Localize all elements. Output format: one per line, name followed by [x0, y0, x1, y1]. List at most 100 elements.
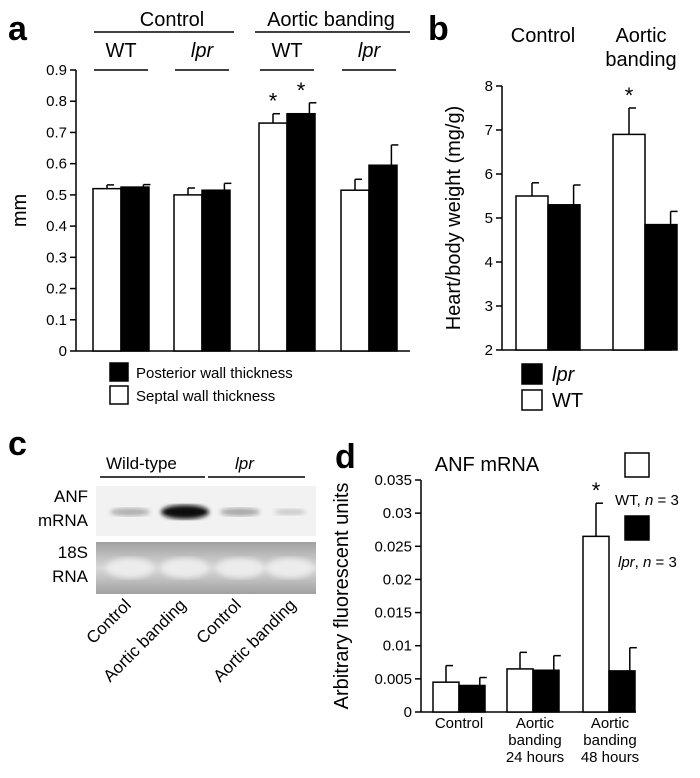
blot-18s-band-lane2	[161, 558, 209, 578]
y-tick-label: 0.9	[46, 62, 67, 79]
category-label: WT	[105, 40, 136, 62]
panel-letter-d: d	[335, 438, 356, 476]
y-axis-label: Heart/body weight (mg/g)	[443, 106, 465, 331]
y-axis-label: mm	[9, 194, 31, 227]
blot-row-label-rna: RNA	[52, 567, 89, 586]
blot-row-label-anf: ANF	[54, 487, 88, 506]
bar	[506, 668, 534, 713]
y-tick-label: 0.1	[46, 312, 67, 329]
legend-swatch-wt	[624, 452, 650, 478]
legend-swatch-lpr	[624, 515, 650, 541]
bar	[258, 122, 288, 352]
significance-marker: *	[625, 83, 634, 108]
significance-marker: *	[297, 78, 306, 103]
legend-swatch-septal	[109, 385, 129, 405]
y-tick-label: 0.5	[46, 187, 67, 204]
bar	[201, 189, 231, 352]
category-label-aortic-banding: Aortic	[615, 25, 666, 47]
y-tick-label: 3	[485, 298, 493, 315]
legend-swatch-lpr	[521, 363, 543, 385]
blot-18s-band-lane4	[266, 558, 314, 578]
y-axis-label: Arbitrary fluorescent units	[331, 483, 353, 710]
category-label: 48 hours	[581, 749, 639, 766]
category-label: banding	[583, 732, 636, 749]
bar	[432, 681, 460, 713]
legend-label-posterior: Posterior wall thickness	[136, 365, 293, 382]
y-tick-label: 7	[485, 122, 493, 139]
y-tick-label: 0.8	[46, 93, 67, 110]
bar	[547, 204, 581, 351]
blot-18s-band-lane1	[106, 558, 154, 578]
category-label: Aortic	[591, 715, 630, 732]
panel-letter-a: a	[8, 10, 28, 48]
y-tick-label: 6	[485, 166, 493, 183]
y-tick-label: 4	[485, 254, 493, 271]
bar	[644, 223, 678, 351]
category-label-control: Control	[511, 25, 575, 47]
significance-marker: *	[269, 89, 278, 114]
y-tick-label: 5	[485, 210, 493, 227]
blot-anf-band-lane4	[274, 509, 306, 515]
blot-anf-band-lane1	[110, 508, 150, 516]
blot-row-label-18s: 18S	[58, 543, 88, 562]
chart-panel-d: 0 0.005 0.01 0.015 0.02 0.025 0.03 0.035 Arbitra…	[331, 452, 679, 766]
y-tick-label: 0	[404, 704, 412, 721]
y-tick-label: 2	[485, 342, 493, 359]
y-tick-label: 0.6	[46, 156, 67, 173]
y-tick-label: 0.4	[46, 218, 67, 235]
bar	[120, 186, 150, 352]
y-tick-label: 8	[485, 78, 493, 95]
y-tick-label: 0.2	[46, 281, 67, 298]
category-label: 24 hours	[506, 749, 564, 766]
y-tick-label: 0.01	[383, 638, 412, 655]
blot-row-label-mrna: mRNA	[38, 511, 89, 530]
blot-panel-c: Wild-type lpr ANF mRNA 18S RNA Control A…	[38, 454, 316, 686]
category-label-aortic-banding-2: banding	[605, 49, 676, 71]
panel-letter-c: c	[8, 425, 27, 463]
category-label: Aortic	[516, 715, 555, 732]
y-tick-label: 0.005	[374, 671, 412, 688]
panel-letter-b: b	[428, 10, 449, 48]
y-tick-label: 0.035	[374, 472, 412, 489]
bar	[286, 112, 316, 352]
bar	[515, 195, 549, 351]
bar	[608, 670, 636, 713]
legend-swatch-wt	[521, 389, 543, 411]
blot-group-label-lpr: lpr	[235, 454, 255, 473]
bar	[582, 535, 610, 713]
category-label: WT	[271, 40, 302, 62]
blot-lane-label-1: Control	[83, 595, 135, 647]
category-label: lpr	[358, 40, 382, 62]
y-tick-label: 0.015	[374, 605, 412, 622]
blot-anf-band-lane2	[161, 505, 209, 519]
y-tick-label: 0.3	[46, 249, 67, 266]
category-label: lpr	[191, 40, 215, 62]
category-label: Control	[435, 715, 483, 732]
category-label: banding	[508, 732, 561, 749]
blot-lane-label-3: Control	[193, 595, 245, 647]
bar	[173, 194, 203, 352]
y-tick-label: 0.02	[383, 571, 412, 588]
bar	[368, 164, 398, 352]
legend-swatch-posterior	[109, 362, 129, 382]
y-tick-label: 0	[59, 343, 67, 360]
legend-label-lpr: lpr, n = 3	[618, 554, 677, 571]
bar	[340, 189, 370, 352]
legend-label-lpr: lpr	[552, 364, 576, 386]
bar	[612, 133, 646, 351]
blot-group-label-wildtype: Wild-type	[106, 454, 177, 473]
bar	[458, 684, 486, 713]
significance-marker: *	[592, 478, 601, 503]
group-header-aortic-banding: Aortic banding	[267, 9, 395, 31]
bar	[92, 187, 122, 352]
legend-label-wt: WT, n = 3	[615, 492, 679, 509]
blot-anf-band-lane3	[220, 508, 260, 516]
y-tick-label: 0.03	[383, 505, 412, 522]
chart-panel-a: 0 0.1 0.2 0.3 0.4 0.5 0.6 0.7 0.8 0.9 mm * * Control A…	[9, 9, 410, 405]
y-tick-label: 0.025	[374, 538, 412, 555]
blot-18s-band-lane3	[216, 558, 264, 578]
chart-title: ANF mRNA	[435, 454, 540, 476]
group-header-control: Control	[140, 9, 204, 31]
bar	[532, 669, 560, 713]
